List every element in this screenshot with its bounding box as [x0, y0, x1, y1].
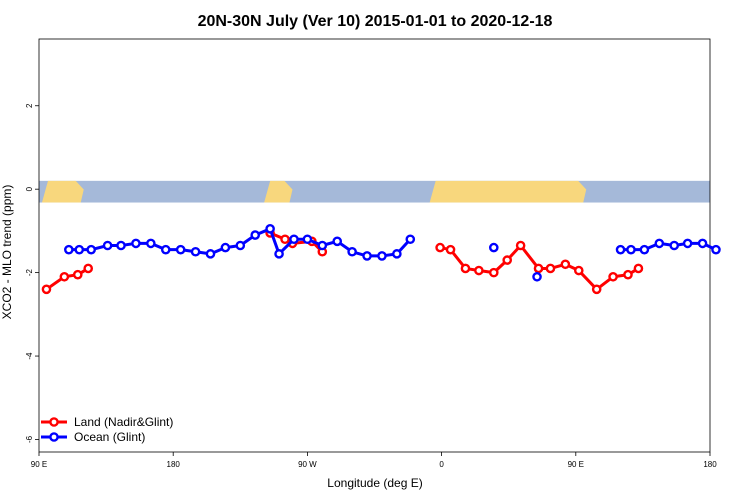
data-point: [682, 238, 693, 249]
data-point: [160, 244, 171, 255]
data-point: [608, 271, 618, 282]
data-point: [633, 263, 644, 274]
legend-land-marker: [49, 417, 59, 427]
land-ocean-band: [39, 180, 710, 203]
data-point: [347, 246, 357, 257]
data-point: [362, 251, 372, 261]
data-point: [317, 240, 328, 251]
y-tick-label: 0: [25, 186, 34, 191]
data-point: [274, 249, 284, 259]
data-point: [64, 244, 74, 255]
y-tick-label: -2: [25, 269, 34, 277]
y-tick-label: -4: [25, 352, 34, 360]
data-point: [545, 263, 556, 274]
data-point: [332, 236, 343, 247]
y-tick-label: -6: [25, 435, 34, 443]
data-point: [102, 240, 113, 251]
x-tick-label: 90 W: [298, 460, 317, 469]
legend-ocean-marker: [49, 432, 59, 442]
legend: Land (Nadir&Glint) Ocean (Glint): [41, 415, 173, 444]
data-point: [377, 251, 387, 261]
data-point: [532, 271, 542, 282]
data-point: [573, 265, 584, 276]
data-point: [615, 244, 626, 255]
x-tick-label: 180: [703, 460, 717, 469]
data-point: [392, 249, 402, 259]
data-point: [623, 269, 633, 280]
data-point: [474, 265, 484, 276]
data-point: [74, 244, 85, 255]
data-point: [654, 238, 665, 249]
data-point: [560, 259, 571, 270]
chart-title: 20N-30N July (Ver 10) 2015-01-01 to 2020…: [198, 13, 553, 30]
x-axis: 90 E 180 90 W 0 90 E 180: [31, 452, 717, 469]
y-tick-label: 2: [25, 103, 34, 108]
legend-ocean-label: Ocean (Glint): [74, 430, 145, 444]
band-ocean: [39, 180, 710, 203]
data-point: [488, 267, 499, 278]
data-point: [502, 255, 513, 265]
data-point: [488, 242, 499, 253]
data-point: [435, 242, 445, 253]
band-land-1: [264, 180, 293, 203]
data-point: [405, 234, 416, 245]
data-point: [289, 234, 299, 245]
x-tick-label: 90 E: [31, 460, 47, 469]
data-point: [175, 244, 186, 255]
data-point: [445, 244, 456, 255]
data-point: [626, 244, 636, 255]
series-line: [45, 267, 89, 291]
legend-land-label: Land (Nadir&Glint): [74, 415, 173, 429]
data-point: [59, 271, 70, 282]
y-axis: 2 0 -2 -4 -6: [25, 103, 39, 443]
data-point: [131, 238, 141, 249]
data-point: [235, 240, 246, 251]
data-point: [205, 249, 216, 259]
band-land-0: [41, 180, 84, 203]
data-point: [190, 246, 201, 257]
data-point: [533, 263, 544, 274]
data-point: [697, 238, 708, 249]
data-point: [72, 269, 83, 280]
data-point: [669, 240, 680, 251]
data-point: [639, 244, 650, 255]
data-point: [116, 240, 126, 251]
data-point: [220, 242, 231, 253]
data-point: [591, 284, 602, 295]
x-axis-label: Longitude (deg E): [327, 476, 422, 490]
data-point: [265, 224, 275, 234]
band-land-2: [429, 180, 587, 203]
y-axis-label: XCO2 - MLO trend (ppm): [0, 185, 14, 320]
data-point: [250, 230, 261, 240]
x-tick-label: 180: [167, 460, 181, 469]
data-point: [146, 238, 156, 249]
x-tick-label: 0: [439, 460, 444, 469]
data-point: [41, 284, 52, 295]
x-tick-label: 90 E: [568, 460, 584, 469]
series-1: [64, 224, 721, 282]
data-point: [86, 244, 96, 255]
data-point: [711, 244, 721, 255]
data-point: [460, 263, 471, 274]
data-point: [515, 240, 526, 251]
data-point: [302, 234, 313, 245]
series-layer: [41, 224, 721, 295]
series-0: [41, 228, 644, 295]
data-point: [280, 234, 290, 245]
data-point: [83, 263, 94, 274]
